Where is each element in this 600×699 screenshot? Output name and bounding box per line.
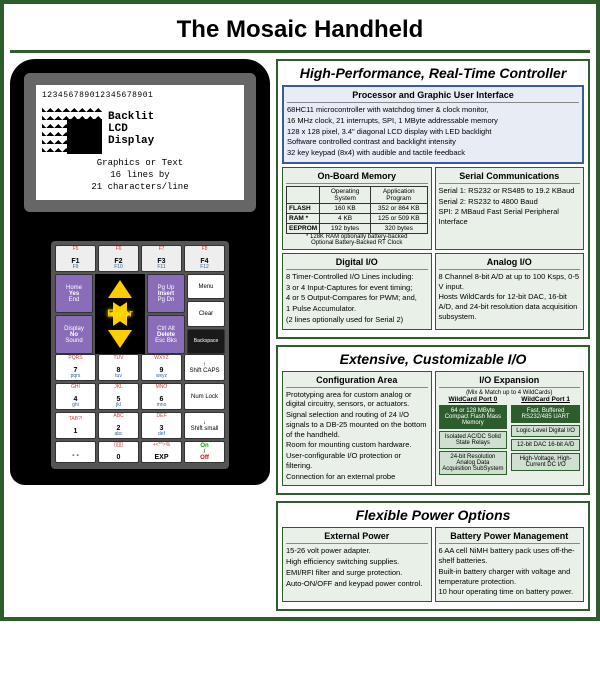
key-exp[interactable]: +<*^>%EXP <box>141 441 182 463</box>
numlock-key[interactable]: Num Lock <box>184 383 225 410</box>
insert-key[interactable]: Pg UpInsertPg Dn <box>147 274 185 313</box>
up-arrow-icon[interactable] <box>108 280 132 298</box>
on-off-key[interactable]: On/Off <box>184 441 225 463</box>
key-2[interactable]: ABC2abc <box>98 412 139 439</box>
down-arrow-icon[interactable] <box>108 330 132 348</box>
key-0[interactable]: ()[]{}0 <box>98 441 139 463</box>
power-panel: Flexible Power Options External Power 15… <box>276 501 590 611</box>
config-area-section: Configuration Area Prototyping area for … <box>282 371 432 487</box>
device-mockup: 123456789012345678901 Backlit LCD Displa… <box>10 59 270 611</box>
io-expansion-section: I/O Expansion (Mix & Match up to 4 WildC… <box>435 371 585 487</box>
key-6[interactable]: MNO6mno <box>141 383 182 410</box>
enter-key[interactable]: Enter <box>107 309 133 320</box>
shift-small-key[interactable]: ↓Shift small <box>184 412 225 439</box>
keypad: F5F1F9 F6F2F10 F7F3F11 F8F4F12 HomeYesEn… <box>51 241 229 469</box>
pattern-icon <box>42 104 102 154</box>
page-title: The Mosaic Handheld <box>10 10 590 53</box>
serial-section: Serial Communications Serial 1: RS232 or… <box>435 167 585 250</box>
memory-section: On-Board Memory Operating SystemApplicat… <box>282 167 432 250</box>
f2-key[interactable]: F6F2F10 <box>98 245 139 272</box>
f1-key[interactable]: F5F1F9 <box>55 245 96 272</box>
key-1[interactable]: TAB?!1 <box>55 412 96 439</box>
battery-section: Battery Power Management 6 AA cell NiMH … <box>435 527 585 602</box>
shift-caps-key[interactable]: ↑Shift CAPS <box>184 354 225 381</box>
menu-key[interactable]: Menu <box>187 274 225 299</box>
processor-section: Processor and Graphic User Interface 68H… <box>282 85 584 164</box>
key-5[interactable]: JKL5jkl <box>98 383 139 410</box>
key-4[interactable]: GHI4ghi <box>55 383 96 410</box>
analog-io-section: Analog I/O 8 Channel 8-bit A/D at up to … <box>435 253 585 330</box>
key-7[interactable]: PQRS7pqrs <box>55 354 96 381</box>
display-key[interactable]: DisplayNoSound <box>55 315 93 354</box>
f3-key[interactable]: F7F3F11 <box>141 245 182 272</box>
external-power-section: External Power 15-26 volt power adapter.… <box>282 527 432 602</box>
key-minus[interactable]: - - <box>55 441 96 463</box>
f4-key[interactable]: F8F4F12 <box>184 245 225 272</box>
home-key[interactable]: HomeYesEnd <box>55 274 93 313</box>
backspace-key[interactable]: Backspace <box>187 329 225 354</box>
key-3[interactable]: DEF3def <box>141 412 182 439</box>
clear-key[interactable]: Clear <box>187 301 225 326</box>
controller-panel: High-Performance, Real-Time Controller P… <box>276 59 590 339</box>
digital-io-section: Digital I/O 8 Timer-Controlled I/O Lines… <box>282 253 432 330</box>
key-8[interactable]: TUV8tuv <box>98 354 139 381</box>
io-panel: Extensive, Customizable I/O Configuratio… <box>276 345 590 496</box>
arrow-pad[interactable]: Enter <box>95 274 145 354</box>
key-9[interactable]: WXYZ9wxyz <box>141 354 182 381</box>
lcd-screen: 123456789012345678901 Backlit LCD Displa… <box>36 85 244 200</box>
delete-key[interactable]: Ctrl AltDeleteEsc Bks <box>147 315 185 354</box>
